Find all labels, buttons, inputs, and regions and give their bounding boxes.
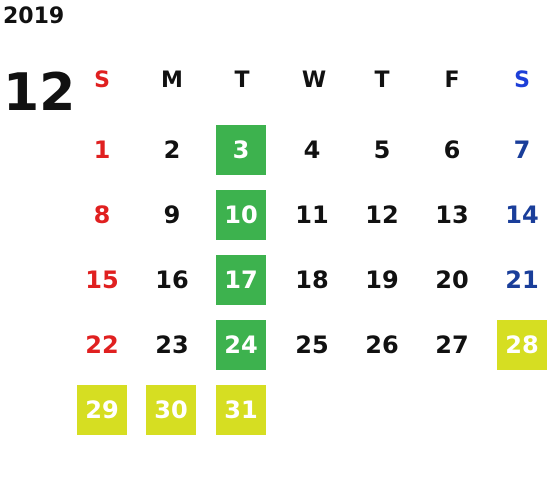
day-cell[interactable]: 23 — [155, 331, 189, 359]
year-label: 2019 — [3, 4, 65, 29]
weekday-tuesday: T — [234, 68, 250, 93]
day-cell[interactable]: 21 — [505, 266, 539, 294]
day-cell[interactable]: 14 — [505, 201, 539, 229]
day-cell-highlighted[interactable]: 10 — [216, 190, 266, 240]
day-cell[interactable]: 18 — [295, 266, 329, 294]
day-cell[interactable]: 19 — [365, 266, 399, 294]
day-cell[interactable]: 25 — [295, 331, 329, 359]
day-cell[interactable]: 1 — [93, 136, 111, 164]
day-cell[interactable]: 9 — [163, 201, 181, 229]
day-cell-holiday[interactable]: 28 — [497, 320, 547, 370]
day-cell[interactable]: 16 — [155, 266, 189, 294]
weekday-friday: F — [444, 68, 460, 93]
day-cell-holiday[interactable]: 29 — [77, 385, 127, 435]
day-cell-holiday[interactable]: 31 — [216, 385, 266, 435]
day-cell[interactable]: 20 — [435, 266, 469, 294]
day-cell[interactable]: 15 — [85, 266, 119, 294]
day-cell[interactable]: 2 — [163, 136, 181, 164]
day-cell-holiday[interactable]: 30 — [146, 385, 196, 435]
weekday-sunday: S — [94, 68, 110, 93]
day-cell[interactable]: 11 — [295, 201, 329, 229]
day-cell[interactable]: 27 — [435, 331, 469, 359]
weekday-saturday: S — [514, 68, 530, 93]
day-cell[interactable]: 22 — [85, 331, 119, 359]
day-cell[interactable]: 12 — [365, 201, 399, 229]
month-label: 12 — [3, 63, 76, 123]
day-cell[interactable]: 5 — [373, 136, 391, 164]
day-cell[interactable]: 7 — [513, 136, 531, 164]
day-cell[interactable]: 26 — [365, 331, 399, 359]
weekday-monday: M — [161, 68, 183, 93]
weekday-wednesday: W — [301, 68, 327, 93]
day-cell-highlighted[interactable]: 24 — [216, 320, 266, 370]
day-cell-highlighted[interactable]: 3 — [216, 125, 266, 175]
day-cell-highlighted[interactable]: 17 — [216, 255, 266, 305]
day-cell[interactable]: 6 — [443, 136, 461, 164]
day-cell[interactable]: 4 — [303, 136, 321, 164]
day-cell[interactable]: 13 — [435, 201, 469, 229]
day-cell[interactable]: 8 — [93, 201, 111, 229]
weekday-thursday: T — [374, 68, 390, 93]
